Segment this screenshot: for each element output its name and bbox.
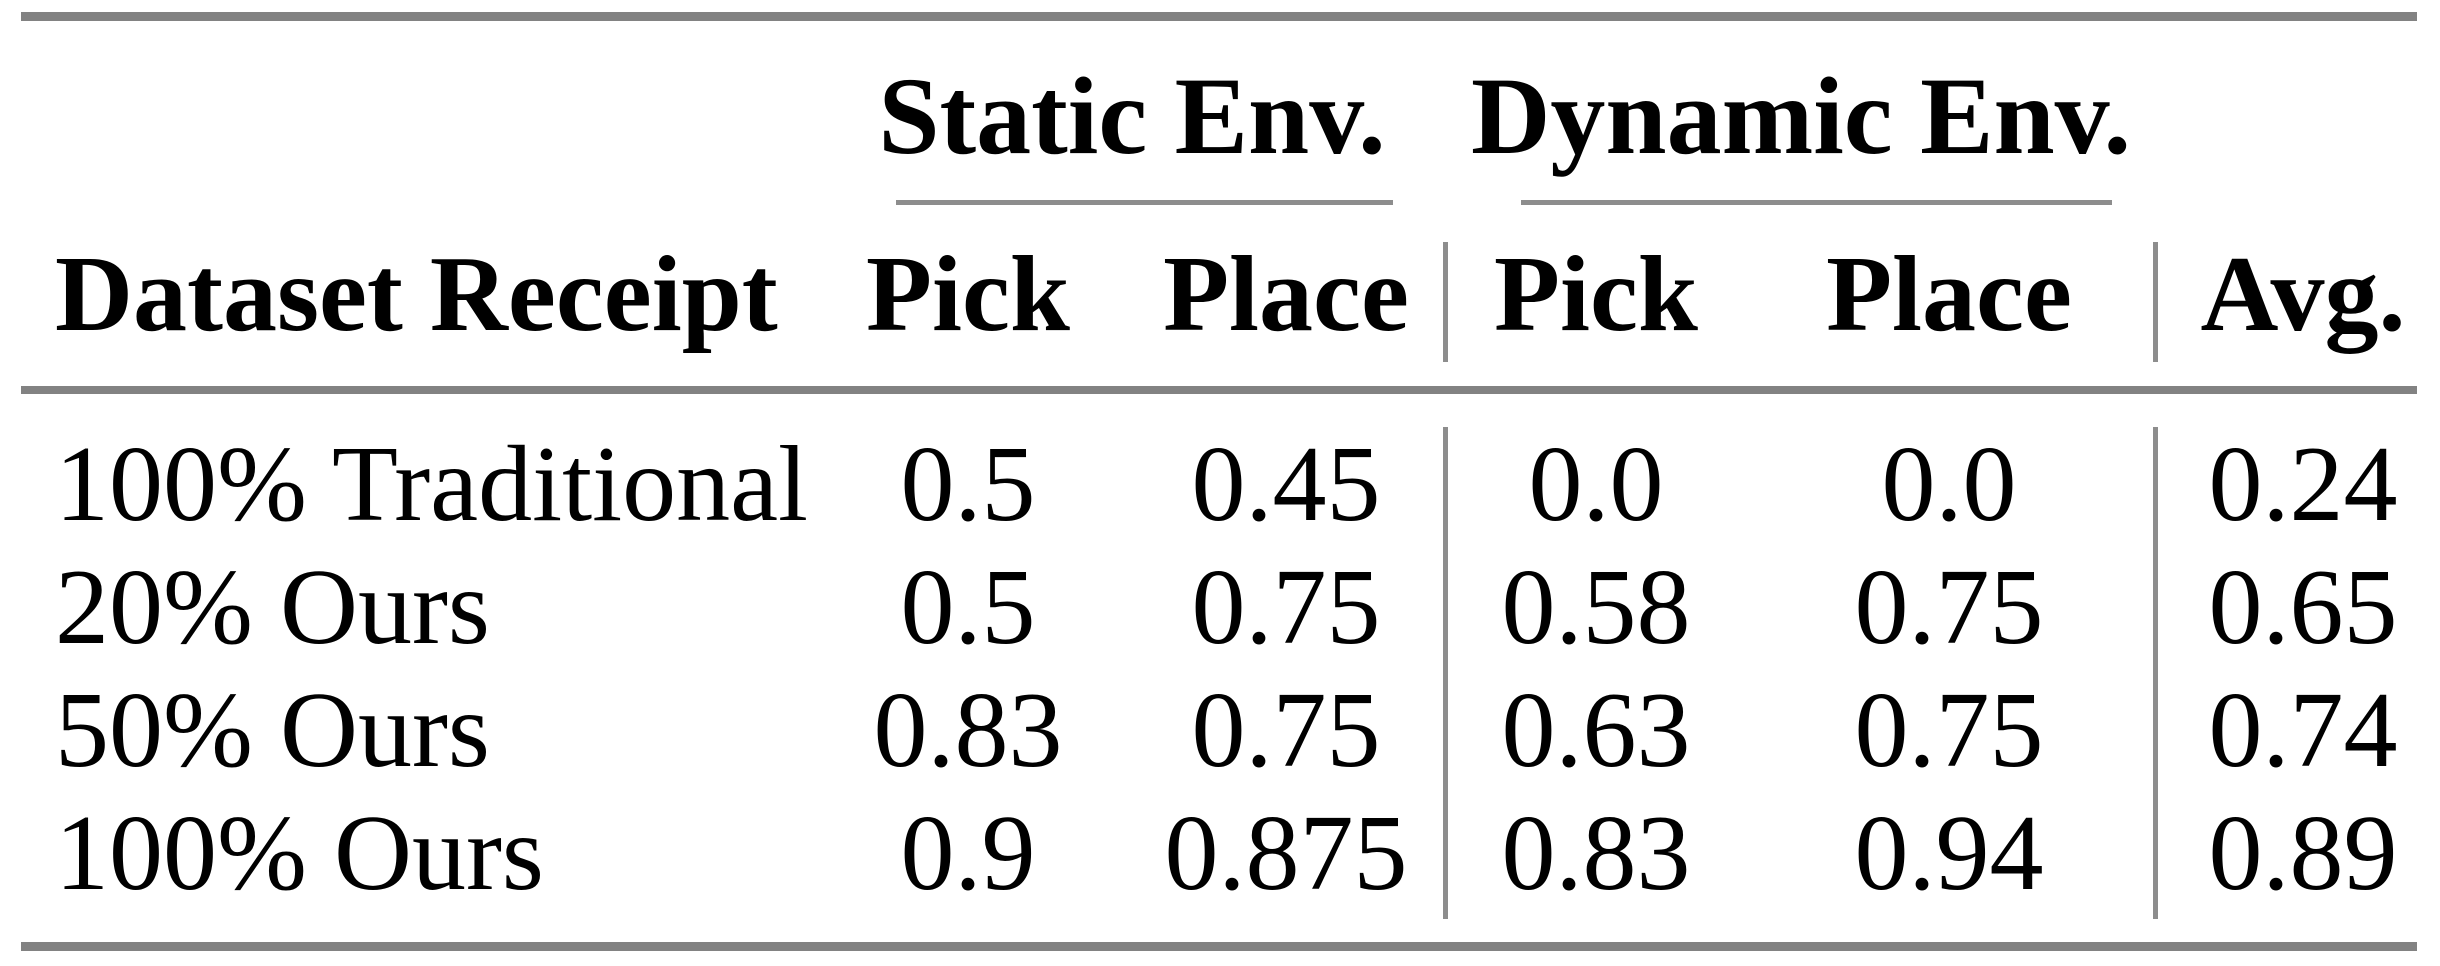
vertical-separator-2-body (2153, 427, 2158, 919)
group-header-dynamic-env: Dynamic Env. (1470, 55, 2132, 177)
cell-avg: 0.89 (2208, 793, 2398, 913)
column-header-dataset-receipt: Dataset Receipt (55, 235, 778, 354)
column-header-avg: Avg. (2200, 235, 2406, 354)
row-label: 100% Traditional (55, 424, 809, 544)
cell-dynamic-place: 0.94 (1854, 793, 2044, 913)
column-header-static-place: Place (1163, 235, 1409, 354)
cell-static-pick: 0.5 (900, 547, 1036, 667)
cell-dynamic-pick: 0.83 (1501, 793, 1691, 913)
cell-avg: 0.74 (2208, 670, 2398, 790)
cell-static-place: 0.75 (1191, 670, 1381, 790)
cell-dynamic-pick: 0.63 (1501, 670, 1691, 790)
static-env-underline (896, 200, 1393, 205)
row-label: 100% Ours (55, 793, 544, 913)
column-header-static-pick: Pick (866, 235, 1070, 354)
group-header-static-env: Static Env. (878, 55, 1386, 177)
dynamic-env-underline (1521, 200, 2112, 205)
cell-dynamic-place: 0.0 (1881, 424, 2017, 544)
vertical-separator-1-body (1443, 427, 1448, 919)
cell-static-pick: 0.9 (900, 793, 1036, 913)
vertical-separator-2-header (2153, 242, 2158, 362)
cell-dynamic-pick: 0.58 (1501, 547, 1691, 667)
row-label: 20% Ours (55, 547, 490, 667)
cell-dynamic-place: 0.75 (1854, 547, 2044, 667)
cell-avg: 0.65 (2208, 547, 2398, 667)
cell-dynamic-pick: 0.0 (1528, 424, 1664, 544)
row-label: 50% Ours (55, 670, 490, 790)
cell-avg: 0.24 (2208, 424, 2398, 544)
cell-static-pick: 0.83 (873, 670, 1063, 790)
cell-static-pick: 0.5 (900, 424, 1036, 544)
vertical-separator-1-header (1443, 242, 1448, 362)
column-header-dynamic-place: Place (1826, 235, 2072, 354)
cell-static-place: 0.45 (1191, 424, 1381, 544)
table-top-rule (21, 12, 2417, 21)
cell-dynamic-place: 0.75 (1854, 670, 2044, 790)
cell-static-place: 0.75 (1191, 547, 1381, 667)
table-header-rule (21, 386, 2417, 394)
column-header-dynamic-pick: Pick (1494, 235, 1698, 354)
table-bottom-rule (21, 942, 2417, 951)
cell-static-place: 0.875 (1164, 793, 1408, 913)
